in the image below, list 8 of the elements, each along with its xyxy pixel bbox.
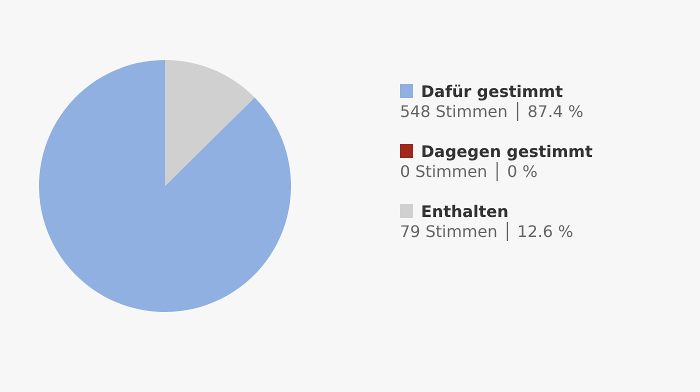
pie-slice xyxy=(165,60,255,186)
data-label: 548 Stimmen │ 87.4 % xyxy=(400,101,584,121)
data-label: 79 Stimmen │ 12.6 % xyxy=(400,221,574,241)
legend-label: Enthalten xyxy=(421,202,509,221)
pie-slice xyxy=(39,60,291,312)
legend-label: Dagegen gestimmt xyxy=(421,142,593,161)
legend-label: Dafür gestimmt xyxy=(421,82,564,101)
text: 0 Stimmen │ 0 % xyxy=(400,162,538,181)
